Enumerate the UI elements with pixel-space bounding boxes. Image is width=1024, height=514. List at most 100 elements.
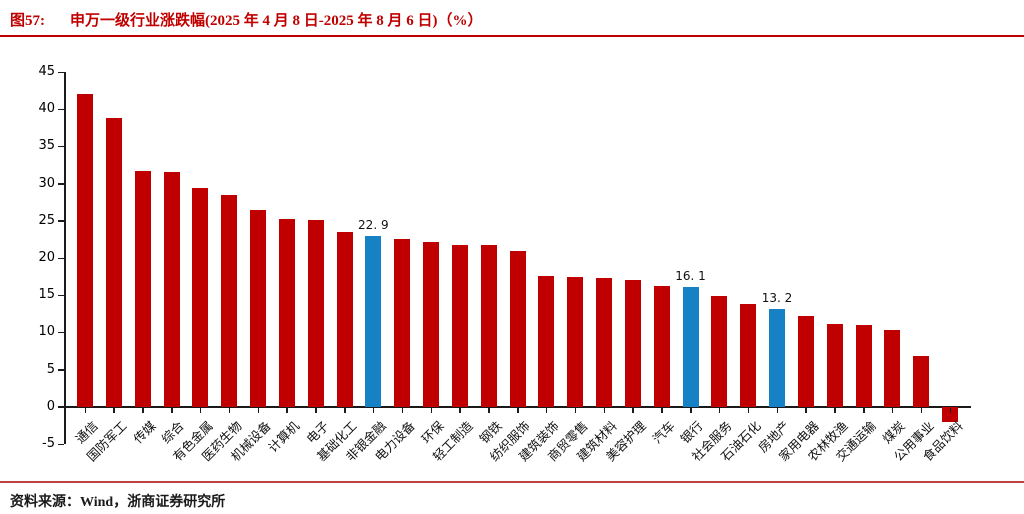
bar-社会服务 xyxy=(711,295,728,407)
figure-header: 图57: 申万一级行业涨跌幅(2025 年 4 月 8 日-2025 年 8 月… xyxy=(0,0,1024,35)
bar-煤炭 xyxy=(884,330,901,407)
x-tick-mark xyxy=(718,407,721,413)
bar-通信 xyxy=(77,94,93,407)
x-tick-mark xyxy=(228,407,231,413)
bar-有色金属 xyxy=(192,188,209,407)
x-tick-mark xyxy=(891,407,894,413)
x-tick-mark xyxy=(834,407,836,413)
x-tick-mark xyxy=(372,407,375,413)
bar-农林牧渔 xyxy=(826,324,843,407)
x-tick-mark xyxy=(459,407,461,413)
y-tick-mark xyxy=(58,108,64,111)
x-tick-mark xyxy=(574,407,577,413)
bar-环保 xyxy=(423,242,439,407)
x-tick-mark xyxy=(113,407,115,413)
bar-计算机 xyxy=(278,219,295,407)
figure-number: 图57: xyxy=(10,13,45,29)
x-tick-mark xyxy=(690,407,692,413)
x-tick-mark xyxy=(545,407,548,413)
footer-divider-line xyxy=(0,481,1024,483)
bar-chart: 45 40 35 30 25 20 15 10 5 0 -5 通信 国防军工 传媒 综合 有色金属 医药生物 机械… xyxy=(38,64,971,464)
y-tick-mark xyxy=(58,257,64,259)
y-tick-label: 45 xyxy=(38,64,55,79)
y-tick-label: 10 xyxy=(38,324,55,340)
y-tick-label: 25 xyxy=(38,212,55,228)
header-divider-line xyxy=(0,35,1024,37)
y-tick-label: 20 xyxy=(38,250,55,265)
y-tick-label: -5 xyxy=(42,436,55,451)
x-category-label: 传媒 xyxy=(130,418,159,447)
y-tick-label: 15 xyxy=(38,287,55,303)
bar-基础化工 xyxy=(336,231,353,407)
y-tick-mark xyxy=(58,71,64,73)
x-tick-mark xyxy=(805,407,807,413)
x-tick-mark xyxy=(199,407,202,413)
x-tick-mark xyxy=(632,407,634,413)
bar-汽车 xyxy=(653,285,670,407)
bar-data-label: 16. 1 xyxy=(675,269,706,284)
bar-纺织服饰 xyxy=(509,250,526,407)
x-axis-line xyxy=(64,405,971,408)
x-tick-mark xyxy=(315,407,317,413)
y-tick-mark xyxy=(58,443,64,445)
x-tick-mark xyxy=(603,407,605,413)
x-tick-mark xyxy=(430,407,432,413)
x-tick-mark xyxy=(257,407,259,413)
y-tick-mark xyxy=(58,294,64,297)
x-tick-mark xyxy=(949,407,951,413)
y-tick-label: 35 xyxy=(38,138,55,154)
bar-建筑装饰 xyxy=(538,275,555,407)
bar-医药生物 xyxy=(221,194,238,407)
bar-data-label: 13. 2 xyxy=(761,290,793,305)
bar-传媒 xyxy=(134,170,151,407)
x-tick-mark xyxy=(776,407,778,413)
bar-非银金融 xyxy=(365,236,382,407)
x-tick-mark xyxy=(142,407,144,413)
x-tick-mark xyxy=(344,407,346,413)
y-tick-mark xyxy=(58,406,64,408)
data-source-note: 资料来源：Wind，浙商证券研究所 xyxy=(10,495,226,510)
bar-电力设备 xyxy=(394,239,411,407)
bar-data-label: 22. 9 xyxy=(358,218,389,233)
bar-建筑材料 xyxy=(596,278,612,407)
bar-钢铁 xyxy=(480,245,497,407)
x-category-label: 计算机 xyxy=(266,418,303,456)
y-tick-label: 30 xyxy=(38,175,55,191)
bar-综合 xyxy=(163,171,180,407)
bar-交通运输 xyxy=(855,324,872,407)
y-tick-label: 40 xyxy=(38,101,55,117)
y-tick-mark xyxy=(58,331,64,334)
y-tick-mark xyxy=(58,369,64,371)
bar-美容护理 xyxy=(624,280,641,407)
y-tick-label: 0 xyxy=(46,398,55,414)
bar-国防军工 xyxy=(105,118,122,407)
y-tick-mark xyxy=(58,220,64,222)
x-tick-mark xyxy=(488,407,490,413)
x-tick-mark xyxy=(863,407,865,413)
bar-石油石化 xyxy=(740,304,757,407)
bar-机械设备 xyxy=(250,210,266,407)
bar-家用电器 xyxy=(797,316,814,407)
x-tick-mark xyxy=(84,407,86,413)
y-tick-label: 5 xyxy=(46,361,55,377)
x-tick-mark xyxy=(747,407,750,413)
x-category-label: 汽车 xyxy=(649,418,678,447)
y-tick-mark xyxy=(58,183,64,185)
y-tick-mark xyxy=(58,145,64,148)
x-tick-mark xyxy=(286,407,288,413)
figure-title: 申万一级行业涨跌幅(2025 年 4 月 8 日-2025 年 8 月 6 日)… xyxy=(70,13,483,29)
x-tick-mark xyxy=(517,407,519,413)
x-tick-mark xyxy=(661,407,663,413)
bar-轻工制造 xyxy=(451,244,468,407)
bar-公用事业 xyxy=(913,356,930,407)
x-tick-mark xyxy=(171,407,173,413)
bar-商贸零售 xyxy=(567,277,584,407)
bar-银行 xyxy=(682,287,699,407)
bar-食品饮料 xyxy=(942,406,958,422)
x-tick-mark xyxy=(401,407,404,413)
bar-电子 xyxy=(307,220,324,407)
x-tick-mark xyxy=(920,407,923,413)
bar-房地产 xyxy=(769,308,785,407)
y-axis-line xyxy=(64,72,66,444)
